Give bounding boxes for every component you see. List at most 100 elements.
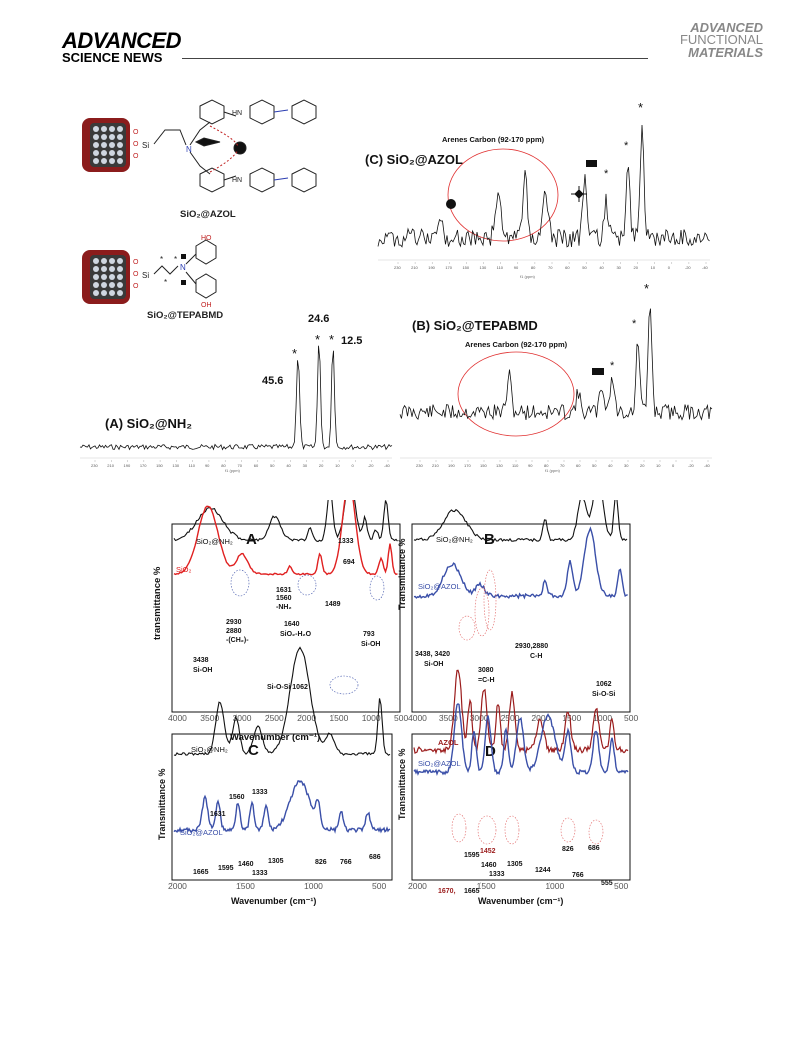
ftir-panel-c-ylabel: Transmittance % (157, 768, 167, 840)
svg-text:1631: 1631 (276, 587, 292, 594)
axis-tick-label: 150 (480, 463, 487, 468)
axis-tick-label: 80 (221, 463, 226, 468)
svg-text:694: 694 (343, 559, 355, 566)
nmr-marker-asterisk: * (604, 168, 609, 180)
ftir-panel-a-ylabel: transmittance % (152, 566, 163, 640)
ftir-panel-c-xticks: 2000 1500 1000 500 (168, 881, 386, 891)
svg-text:*: * (174, 255, 177, 264)
axis-tick-label: 190 (124, 463, 131, 468)
svg-text:826: 826 (315, 859, 327, 866)
axis-tick-label: 500 (624, 713, 638, 723)
axis-tick-label: 2000 (297, 713, 316, 723)
axis-tick-label: 60 (565, 265, 570, 270)
ftir-panel-c-letter: C (248, 742, 259, 759)
axis-tick-label: 500 (372, 881, 386, 891)
axis-tick-label: 70 (560, 463, 565, 468)
axis-tick-label: 40 (608, 463, 613, 468)
nmr-panel-c-axis-unit: f1 (ppm) (520, 274, 536, 279)
axis-tick-label: 2000 (168, 881, 187, 891)
svg-text:Si-O-Si 1062: Si-O-Si 1062 (267, 684, 308, 691)
axis-tick-label: 20 (319, 463, 324, 468)
axis-tick-label: 60 (254, 463, 259, 468)
ftir-b-series-nh2 (413, 500, 628, 543)
svg-text:N: N (180, 263, 186, 272)
axis-tick-label: 30 (303, 463, 308, 468)
ftir-figure: A transmittance % SiO₂@NH₂ SiO₂ 1333 694… (152, 500, 638, 906)
ftir-b-band-ellipses (458, 569, 497, 641)
svg-text:O: O (133, 141, 139, 148)
ftir-b-legend-azol: SiO₂@AZOL (418, 582, 461, 591)
axis-tick-label: 130 (172, 463, 179, 468)
axis-tick-label: 210 (411, 265, 418, 270)
nmr-marker-asterisk: * (638, 100, 643, 115)
axis-tick-label: 1500 (562, 713, 581, 723)
nmr-marker-asterisk: * (624, 140, 629, 152)
axis-tick-label: 20 (634, 265, 639, 270)
svg-text:1452: 1452 (480, 848, 496, 855)
ftir-panel-d-xlabel: Wavenumber (cm⁻¹) (478, 896, 563, 906)
nmr-marker-star4 (571, 186, 587, 202)
ftir-a-legend-nh2: SiO₂@NH₂ (196, 537, 233, 546)
axis-tick-label: 190 (448, 463, 455, 468)
axis-tick-label: 0 (351, 463, 354, 468)
axis-tick-label: -20 (368, 463, 375, 468)
svg-text:O: O (133, 283, 139, 290)
axis-tick-label: 110 (497, 265, 504, 270)
svg-text:Si-OH: Si-OH (361, 641, 380, 648)
svg-text:HO: HO (201, 235, 212, 242)
axis-tick-label: 50 (582, 265, 587, 270)
axis-tick-label: 1500 (329, 713, 348, 723)
axis-tick-label: 50 (592, 463, 597, 468)
nmr-panel-c-arenes-ellipse (447, 148, 559, 242)
nmr-marker-asterisk: * (292, 346, 297, 361)
svg-text:C-H: C-H (530, 653, 542, 660)
ftir-panel-b-xticks: 4000 3500 3000 2500 2000 1500 1000 500 (408, 713, 638, 723)
axis-tick-label: 90 (528, 463, 533, 468)
ftir-a-band-ellipses (230, 569, 385, 695)
ftir-panel-c-xlabel: Wavenumber (cm⁻¹) (231, 896, 316, 906)
axis-tick-label: 90 (514, 265, 519, 270)
svg-text:793: 793 (363, 631, 375, 638)
axis-tick-label: 40 (286, 463, 291, 468)
axis-tick-label: 3500 (200, 713, 219, 723)
svg-text:Si-O-Si: Si-O-Si (592, 691, 615, 698)
azol-structure: O O O Si N HN HN (133, 99, 317, 193)
svg-text:1460: 1460 (238, 861, 254, 868)
svg-text:1640: 1640 (284, 621, 300, 628)
nmr-peak-label-24: 24.6 (308, 313, 329, 325)
axis-tick-label: 4000 (408, 713, 427, 723)
svg-text:1665: 1665 (464, 888, 480, 895)
svg-text:1670,: 1670, (438, 888, 456, 895)
tepabmd-structure: O O O Si * * * N HO OH (133, 235, 217, 309)
svg-text:1333: 1333 (338, 538, 354, 545)
ftir-panel-d-frame (411, 733, 631, 881)
svg-text:Si: Si (142, 271, 149, 280)
axis-tick-label: 70 (548, 265, 553, 270)
nmr-panel-b-arenes-ellipse (457, 351, 575, 437)
axis-tick-label: 3000 (233, 713, 252, 723)
brand-right-materials: MATERIALS (688, 44, 763, 60)
svg-text:1489: 1489 (325, 601, 341, 608)
svg-text:826: 826 (562, 846, 574, 853)
nmr-panel-c-spectrum (377, 124, 710, 248)
brand-right-advanced: ADVANCED (690, 20, 763, 35)
header-rule (182, 58, 648, 59)
nmr-panel-a-spectrum (79, 345, 393, 451)
nmr-figure: O O O Si N HN HN SiO₂@AZOL (79, 99, 713, 473)
ftir-panel-a-frame (171, 523, 401, 713)
axis-tick-label: 170 (140, 463, 147, 468)
ftir-d-series-azol (413, 669, 629, 755)
axis-tick-label: 210 (432, 463, 439, 468)
ftir-d-legend-azol: AZOL (438, 738, 459, 747)
brand-science-news: SCIENCE NEWS (62, 50, 163, 65)
axis-tick-label: 70 (238, 463, 243, 468)
ftir-a-annotations: 1333 694 1631 1560 -NH₂ 1489 1640 SiO₂-H… (193, 538, 380, 691)
nmr-panel-a-ticks: 230 210 190 170 150 130 110 90 80 70 60 50 40 30 20 10 0… (91, 460, 391, 468)
axis-tick-label: 10 (335, 463, 340, 468)
svg-text:O: O (133, 271, 139, 278)
axis-tick-label: 90 (205, 463, 210, 468)
ftir-b-series-azol (413, 526, 628, 600)
svg-text:3438, 3420: 3438, 3420 (415, 651, 450, 658)
svg-text:686: 686 (588, 845, 600, 852)
nmr-panel-a-title: (A) SiO₂@NH₂ (105, 416, 192, 431)
